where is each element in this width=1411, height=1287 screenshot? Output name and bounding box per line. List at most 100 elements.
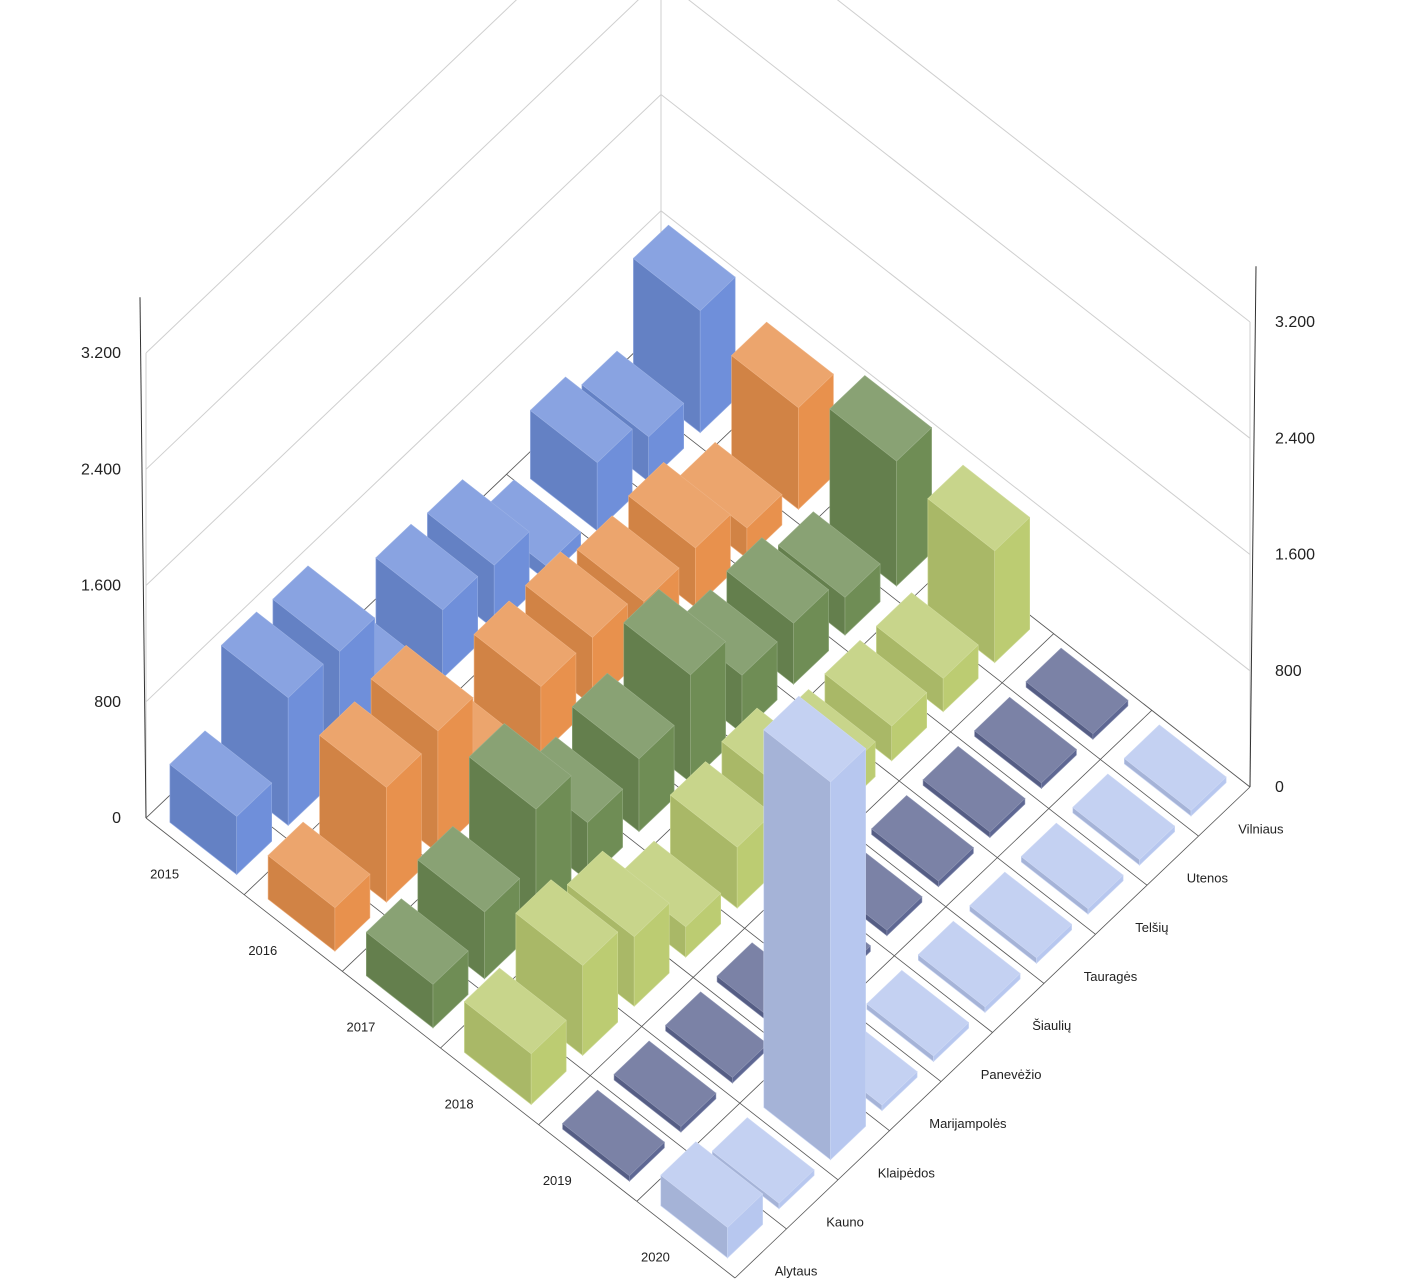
z-tick-label-right: 800 [1275,663,1302,680]
bar-2016-Panevėžio [473,600,577,756]
region-label: Kauno [826,1214,864,1229]
bar-face-top [917,920,1021,1008]
bar-2020-Tauragės [969,871,1073,964]
bar-face-top [169,730,273,817]
bar-face-top [1123,724,1227,811]
region-label: Alytaus [775,1263,818,1278]
z-tick-label-right: 1.600 [1275,547,1315,564]
year-label: 2020 [641,1250,670,1265]
bar-face-top [417,826,521,913]
bar-face-top [468,723,572,810]
bar-face-top [632,224,736,311]
z-tick-label-left: 0 [112,810,121,827]
z-tick-label-left: 1.600 [81,578,121,595]
bar-face-top [829,375,933,462]
bar-2016-Vilniaus [731,321,834,511]
bar-face-top [969,871,1073,959]
year-label: 2016 [248,943,277,958]
bar-2019-Vilniaus [1025,647,1129,741]
z-tick-label-right: 2.400 [1275,430,1315,447]
bar-face-top [529,376,633,463]
bar-2020-Šiaulių [917,920,1021,1014]
bar-2018-Alytaus [463,967,567,1106]
z-gridline [145,0,1251,354]
bar-2017-Kauno [417,826,521,980]
bar-face-top [824,640,928,727]
region-label: Panevėžio [981,1067,1042,1082]
region-label: Marijampolės [929,1116,1007,1131]
z-tick-label-left: 3.200 [81,345,121,362]
bar-face-top [871,795,974,882]
z-gridline [145,0,1251,470]
bar-face-top [426,479,530,566]
z-axis-line [1249,266,1257,788]
bar-2017-Panevėžio [571,672,675,833]
bar-2019-Telšių [922,746,1026,839]
bar-2017-Alytaus [365,898,469,1029]
bar-face-top [375,523,479,611]
bar-face-top [473,600,577,687]
bar-2015-Alytaus [169,730,273,876]
bar-face-top [628,462,731,549]
bar-face-top [763,695,867,783]
bar-face-top [267,821,371,908]
region-label: Utenos [1187,871,1229,886]
z-tick-label-left: 2.400 [81,461,121,478]
bar-2020-Vilniaus [1123,724,1227,817]
year-label: 2018 [445,1096,474,1111]
chart-labels: 0 0 800 800 1.600 1.600 2.400 2.400 3.200 3.200 20… [81,314,1315,1278]
region-label: Klaipėdos [878,1165,936,1180]
bar-face-front [830,747,866,1161]
chart-bars [169,224,1227,1259]
bar-2020-Klaipėdos [763,695,867,1161]
bar-2019-Tauragės [871,795,974,888]
bar-face-top [623,588,727,676]
bar-face-side [763,729,831,1161]
bar-face-top [974,696,1077,784]
bar-face-top [576,515,680,602]
bar-face-top [562,1089,665,1176]
bar-2015-Telšių [529,376,633,532]
bar-face-top [571,672,675,760]
bar-2020-Alytaus [660,1141,764,1259]
z-tick-label-right: 3.200 [1275,314,1315,331]
bar-face-top [463,967,567,1055]
bar-face-top [613,1040,717,1127]
bar-2019-Utenos [974,696,1077,790]
bar-face-top [1020,822,1124,909]
region-label: Vilniaus [1238,822,1284,837]
bar-2020-Panevėžio [866,970,970,1063]
bar-face-top [669,761,773,848]
bar-face-top [875,592,979,679]
region-label: Šiaulių [1032,1018,1071,1033]
bar-face-top [922,746,1026,833]
region-label: Tauragės [1084,969,1138,984]
z-tick-label-left: 800 [94,694,121,711]
bar-face-top [665,991,768,1078]
bar-2018-Telšių [824,640,928,762]
z-tick-label-right: 0 [1275,779,1284,796]
floor-gridline [734,786,1251,1279]
bar-face-top [711,1117,815,1204]
bar-face-top [731,321,834,408]
bar-face-top [777,511,881,598]
bar-2019-Kauno [613,1040,717,1133]
bar-2019-Klaipėdos [665,991,768,1084]
bar-face-top [927,464,1031,552]
bar-face-top [726,537,830,624]
z-axis-line [139,297,147,819]
bar-face-top [370,645,474,732]
bar-face-top [365,898,469,985]
region-label: Telšių [1135,920,1168,935]
bar-2020-Telšių [1020,822,1124,915]
bar-face-top [319,701,422,788]
bar-face-top [660,1141,764,1228]
bar-face-top [866,970,970,1057]
bar-2020-Utenos [1072,773,1176,866]
bar-2019-Alytaus [562,1089,665,1182]
year-label: 2017 [346,1020,375,1035]
bar-2016-Alytaus [267,821,371,952]
year-label: 2019 [543,1173,572,1188]
floor-gridline [636,710,1153,1202]
bar-face-top [515,879,619,966]
